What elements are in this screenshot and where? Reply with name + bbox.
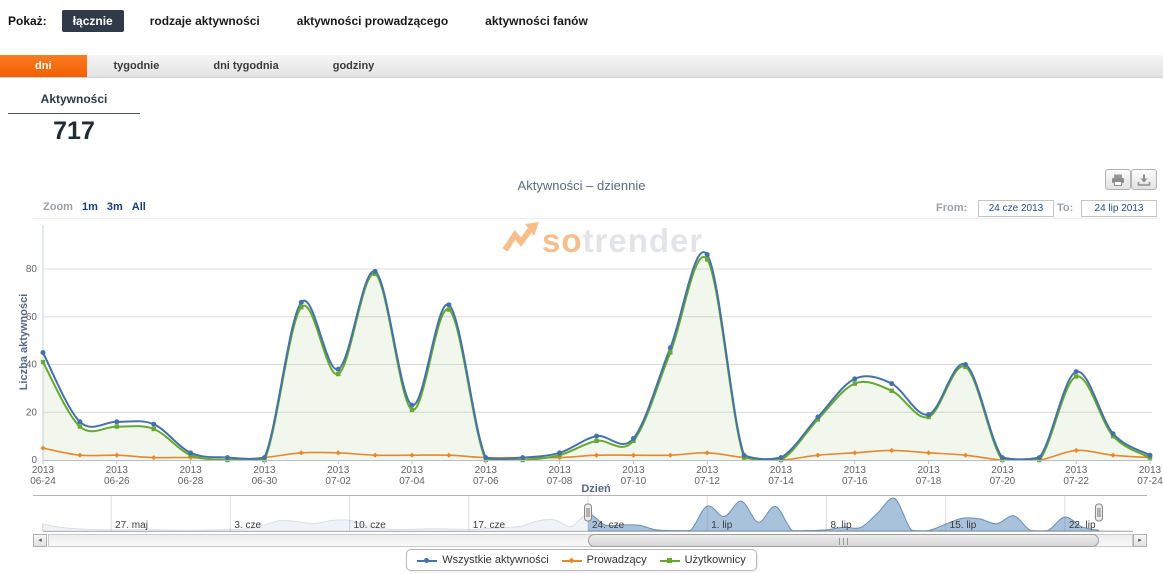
svg-text:sotrender: sotrender: [542, 222, 703, 259]
legend-item-wszystkie-aktywnosci[interactable]: Wszystkie aktywności: [417, 554, 549, 566]
tab-dni-tygodnia[interactable]: dni tygodnia: [213, 60, 279, 72]
series-marker-icon: [659, 556, 680, 565]
svg-text:20: 20: [26, 407, 38, 418]
scrollbar-grip-icon: [838, 538, 849, 545]
svg-text:8. lip: 8. lip: [830, 520, 852, 531]
zoom-3m-button[interactable]: 3m: [106, 201, 123, 213]
svg-text:24. cze: 24. cze: [592, 520, 625, 531]
filter-tab-aktywnosci-prowadzacego[interactable]: aktywności prowadzącego: [296, 14, 449, 28]
chart-title: Aktywności – dziennie: [517, 178, 646, 193]
export-button[interactable]: [1131, 169, 1157, 190]
series-marker-icon: [417, 556, 438, 565]
legend-label: Wszystkie aktywności: [442, 554, 549, 566]
scrollbar-thumb[interactable]: [588, 534, 1099, 547]
zoom-presets: Zoom 1m 3m All: [43, 201, 146, 213]
from-date-input[interactable]: 24 cze 2013: [978, 200, 1054, 217]
filter-tab-aktywnosci-fanow[interactable]: aktywności fanów: [485, 14, 588, 28]
svg-text:15. lip: 15. lip: [950, 520, 977, 531]
svg-text:1. lip: 1. lip: [711, 520, 733, 531]
sotrender-watermark-icon: sotrender: [502, 222, 703, 259]
svg-text:27. maj: 27. maj: [115, 520, 148, 531]
printer-icon: [1112, 174, 1124, 186]
svg-text:3. cze: 3. cze: [234, 520, 261, 531]
svg-text:0: 0: [31, 455, 37, 466]
activities-stat: Aktywności 717: [8, 92, 140, 146]
svg-text:10. cze: 10. cze: [354, 520, 387, 531]
chart-top-divider: [33, 218, 1157, 219]
zoom-all-button[interactable]: All: [131, 201, 146, 213]
legend-box: Wszystkie aktywności Prowadzący Użytkown…: [406, 549, 757, 571]
svg-text:60: 60: [26, 312, 38, 323]
svg-text:22. lip: 22. lip: [1069, 520, 1096, 531]
navigator-left-handle[interactable]: [584, 503, 592, 522]
legend-label: Prowadzący: [586, 554, 647, 566]
tab-godziny[interactable]: godziny: [332, 60, 375, 72]
stat-label: Aktywności: [8, 92, 140, 114]
tab-tygodnie[interactable]: tygodnie: [113, 60, 160, 72]
svg-text:80: 80: [26, 264, 38, 275]
svg-text:40: 40: [26, 360, 38, 371]
scrollbar-left-arrow[interactable]: ◂: [33, 534, 47, 547]
series-marker-icon: [561, 556, 582, 565]
zoom-1m-button[interactable]: 1m: [81, 201, 98, 213]
legend-item-prowadzacy[interactable]: Prowadzący: [561, 554, 647, 566]
zoom-label: Zoom: [43, 201, 73, 213]
tab-dni[interactable]: dni: [0, 55, 87, 77]
navigator-right-handle[interactable]: [1094, 503, 1103, 522]
to-label: To:: [1057, 202, 1074, 214]
filter-tab-rodzaje-aktywnosci[interactable]: rodzaje aktywności: [149, 14, 260, 28]
svg-text:Liczba aktywności: Liczba aktywności: [18, 294, 30, 391]
stat-value: 717: [53, 117, 95, 145]
svg-text:17. cze: 17. cze: [473, 520, 506, 531]
download-icon: [1137, 174, 1151, 186]
chart-legend: Wszystkie aktywności Prowadzący Użytkown…: [0, 549, 1163, 571]
print-button[interactable]: [1105, 169, 1131, 190]
filter-tab-lacznie[interactable]: łącznie: [61, 10, 124, 32]
svg-text:Dzień: Dzień: [581, 483, 611, 495]
from-label: From:: [936, 202, 968, 214]
legend-item-uzytkownicy[interactable]: Użytkownicy: [659, 554, 746, 566]
show-filter-bar: Pokaż: łącznie rodzaje aktywności aktywn…: [8, 10, 599, 32]
to-date-input[interactable]: 24 lip 2013: [1081, 200, 1157, 217]
scrollbar-right-arrow[interactable]: ▸: [1133, 534, 1147, 547]
show-label: Pokaż:: [8, 14, 47, 28]
period-tab-bar: dni tygodnie dni tygodnia godziny: [0, 55, 1163, 78]
legend-label: Użytkownicy: [684, 554, 746, 566]
